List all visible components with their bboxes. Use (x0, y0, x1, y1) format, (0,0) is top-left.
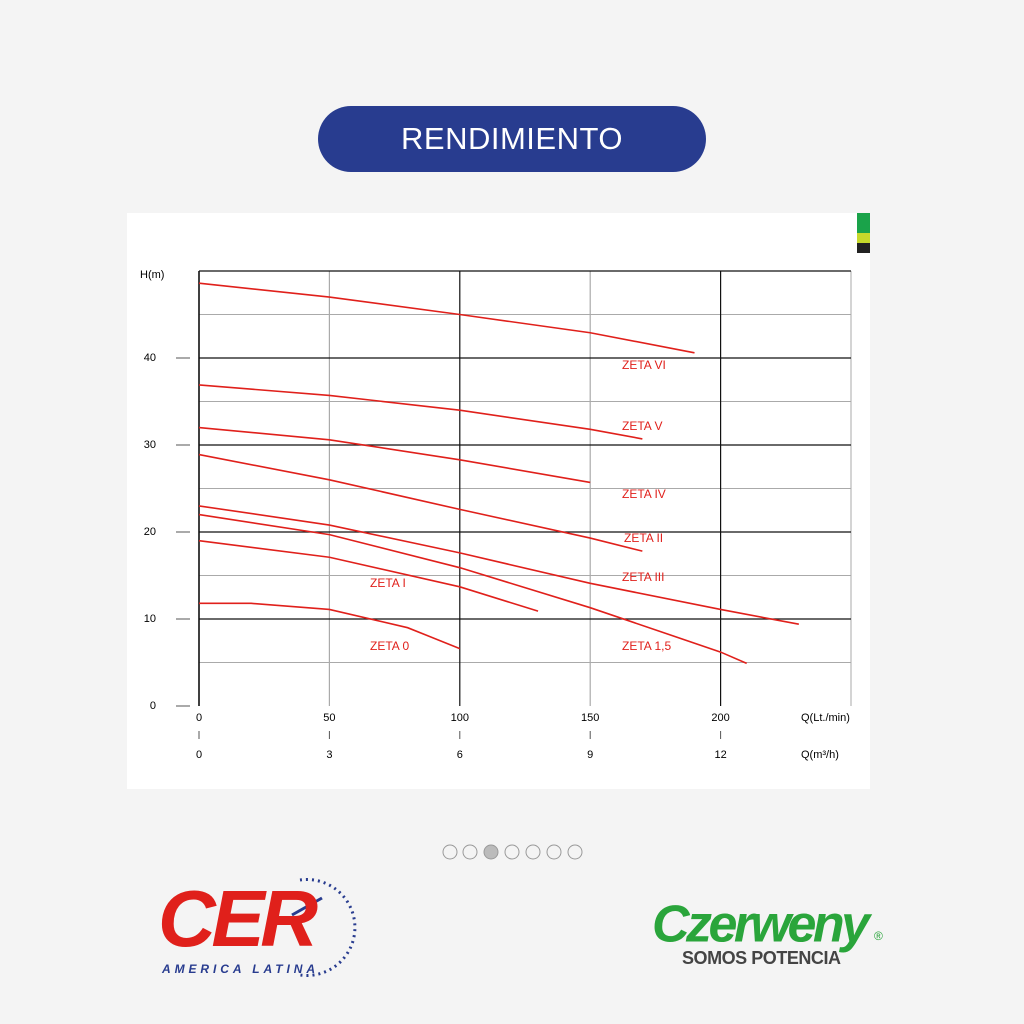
color-tab (857, 213, 870, 233)
chart-panel (127, 213, 870, 789)
curve-label: ZETA 0 (370, 639, 409, 653)
section-title: RENDIMIENTO (318, 106, 706, 172)
cer-logo: CER AMERICA LATINA (158, 874, 357, 977)
logo-text: CER (158, 874, 318, 963)
x2-axis-label: Q(m³/h) (801, 749, 839, 761)
curve (198, 453, 643, 552)
x2-tick-label: 12 (714, 749, 726, 761)
curve-label: ZETA I (370, 576, 406, 590)
x2-tick-label: 3 (326, 749, 332, 761)
x-tick-label: 0 (196, 712, 202, 724)
curve (198, 513, 747, 665)
x-tick-label: 50 (323, 712, 335, 724)
x-tick-label: 150 (581, 712, 599, 724)
curve (198, 282, 695, 354)
curve (198, 426, 591, 484)
carousel-dots (442, 844, 583, 860)
carousel-dot[interactable] (567, 844, 583, 860)
czerweny-logo: Czerweny ® SOMOS POTENCIA (652, 896, 883, 968)
curve (198, 384, 643, 440)
carousel-dot[interactable] (504, 844, 520, 860)
y-tick-label: 40 (144, 352, 156, 364)
carousel-dot[interactable] (546, 844, 562, 860)
x2-tick-label: 6 (457, 749, 463, 761)
x-tick-label: 100 (451, 712, 469, 724)
curve (198, 505, 799, 626)
carousel-dot[interactable] (525, 844, 541, 860)
y-tick-label: 20 (144, 526, 156, 538)
logo-tagline: AMERICA LATINA (161, 962, 317, 976)
y-axis-label: H(m) (140, 269, 164, 281)
x2-tick-label: 9 (587, 749, 593, 761)
curve-label: ZETA 1,5 (622, 639, 671, 653)
carousel-dot[interactable] (442, 844, 458, 860)
x-tick-label: 200 (711, 712, 729, 724)
x2-tick-label: 0 (196, 749, 202, 761)
curve (198, 539, 539, 612)
curve-label: ZETA III (622, 570, 664, 584)
color-tab (857, 243, 870, 253)
curve (199, 602, 461, 650)
carousel-dot[interactable] (462, 844, 478, 860)
y-tick-label: 0 (150, 700, 156, 712)
y-tick-label: 10 (144, 613, 156, 625)
curve-label: ZETA IV (622, 487, 666, 501)
carousel-dot[interactable] (483, 844, 499, 860)
curve-label: ZETA II (624, 531, 663, 545)
logo-needle (291, 896, 323, 917)
logo-mark: ® (874, 929, 883, 943)
curve-label: ZETA VI (622, 358, 666, 372)
color-tab (857, 233, 870, 243)
curve-label: ZETA V (622, 419, 662, 433)
logo-tagline: SOMOS POTENCIA (682, 948, 842, 968)
x-axis-label: Q(Lt./min) (801, 712, 850, 724)
y-tick-label: 30 (144, 439, 156, 451)
logo-text: Czerweny (652, 896, 873, 954)
